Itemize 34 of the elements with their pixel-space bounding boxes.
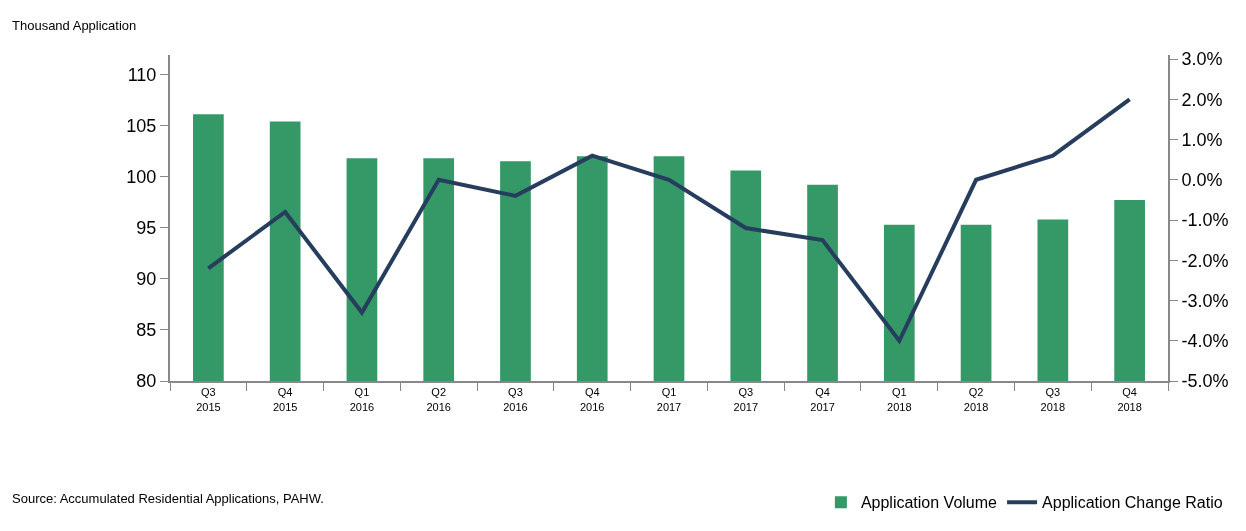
x-tick-label: Q4 2018 <box>1117 386 1142 413</box>
x-tick-label: Q4 2015 <box>272 386 298 413</box>
y2-tick-label: 3.0% <box>1181 49 1223 70</box>
y2-tick-label: -2.0% <box>1181 250 1229 271</box>
y-tick-label: 110 <box>127 64 157 85</box>
y2-tick-label: 2.0% <box>1181 89 1223 110</box>
x-tick-label: Q2 2018 <box>963 386 989 413</box>
x-tick-label: Q1 2018 <box>887 386 912 413</box>
y-tick-label: 105 <box>126 115 157 136</box>
source-note: Source: Accumulated Residential Applications, PAHW. <box>12 491 324 506</box>
x-tick-label: Q2 2016 <box>426 386 451 413</box>
y2-tick-label: 1.0% <box>1181 129 1223 150</box>
legend-label: Application Change Ratio <box>1042 494 1223 512</box>
y-axis-title: Thousand Application <box>12 18 137 33</box>
x-tick-label: Q3 2016 <box>503 386 528 413</box>
x-tick-label: Q3 2015 <box>196 386 221 413</box>
y2-tick-label: -5.0% <box>1181 371 1229 392</box>
x-tick-label: Q1 2016 <box>349 386 375 413</box>
y-tick-label: 95 <box>136 218 157 239</box>
y-tick-label: 80 <box>136 371 157 392</box>
y2-tick-label: 0.0% <box>1181 170 1223 191</box>
legend-label: Application Volume <box>860 494 998 512</box>
y2-tick-label: -4.0% <box>1181 331 1229 352</box>
x-tick-label: Q1 2017 <box>656 386 682 413</box>
y2-tick-label: -3.0% <box>1181 290 1229 311</box>
x-tick-label: Q4 2016 <box>579 386 605 413</box>
x-tick-label: Q3 2018 <box>1040 386 1066 413</box>
x-tick-label: Q3 2017 <box>733 386 759 413</box>
y-tick-label: 100 <box>126 166 157 187</box>
x-tick-label: Q4 2017 <box>810 386 835 413</box>
y-tick-label: 85 <box>136 320 157 341</box>
line-series <box>206 97 1132 343</box>
y-tick-label: 90 <box>136 269 157 290</box>
y2-tick-label: -1.0% <box>1181 210 1229 231</box>
